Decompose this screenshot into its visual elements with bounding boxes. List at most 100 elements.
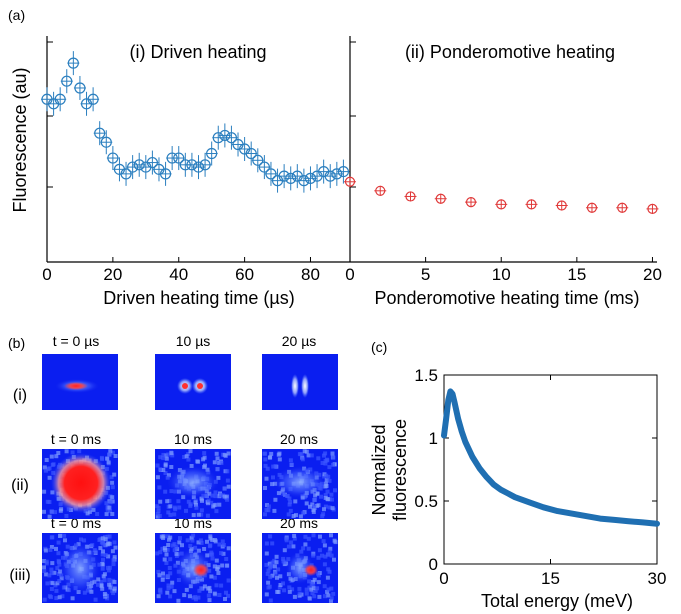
noise-pixel [197, 513, 201, 517]
noise-pixel [287, 585, 291, 589]
driven-data-point [193, 155, 205, 179]
noise-pixel [213, 592, 217, 596]
noise-pixel [268, 455, 272, 459]
noise-pixel [164, 561, 168, 565]
panel-a-label: (a) [8, 7, 25, 23]
noise-pixel [269, 564, 273, 568]
noise-pixel [312, 510, 316, 514]
noise-pixel [108, 586, 112, 590]
driven-data-point [61, 69, 73, 93]
noise-pixel [283, 561, 287, 565]
noise-pixel [165, 553, 169, 557]
noise-pixel [71, 450, 75, 454]
ponderomotive-x-tick-label: 15 [567, 265, 586, 284]
noise-pixel [213, 564, 217, 568]
noise-pixel [328, 570, 332, 574]
noise-pixel [278, 457, 282, 461]
noise-pixel [308, 505, 312, 509]
driven-data-point [304, 166, 316, 190]
noise-pixel [58, 595, 62, 599]
ion-spot [193, 563, 209, 577]
noise-pixel [268, 534, 272, 538]
noise-pixel [322, 539, 326, 543]
noise-pixel [56, 451, 60, 455]
noise-pixel [188, 594, 192, 598]
noise-pixel [318, 548, 322, 552]
noise-pixel [208, 544, 212, 548]
noise-pixel [77, 449, 81, 453]
driven-data-point [337, 160, 349, 184]
driven-data-point [225, 126, 237, 150]
noise-pixel [281, 581, 285, 585]
noise-pixel [217, 593, 221, 597]
noise-pixel [223, 453, 227, 457]
noise-pixel [310, 453, 314, 457]
driven-x-tick-label: 40 [169, 265, 188, 284]
noise-pixel [263, 512, 267, 516]
energy-fluorescence-plot: 00.511.50 15 30 [414, 366, 666, 588]
noise-pixel [289, 540, 293, 544]
noise-pixel [113, 540, 117, 544]
noise-pixel [114, 454, 118, 458]
noise-pixel [217, 503, 221, 507]
y-tick-label: 0 [429, 555, 438, 574]
noise-pixel [264, 464, 268, 468]
noise-pixel [156, 464, 160, 468]
noise-pixel [213, 460, 217, 464]
noise-pixel [45, 581, 49, 585]
ion-cloud [274, 466, 326, 498]
noise-pixel [263, 486, 267, 490]
noise-pixel [312, 505, 316, 509]
noise-pixel [189, 449, 193, 453]
noise-pixel [291, 544, 295, 548]
noise-pixel [318, 535, 322, 539]
noise-pixel [316, 456, 320, 460]
ponderomotive-heating-title: (ii) Ponderomotive heating [405, 42, 615, 62]
noise-pixel [208, 598, 212, 602]
ponderomotive-data-point [525, 199, 537, 209]
noise-pixel [202, 451, 206, 455]
noise-pixel [223, 597, 227, 601]
noise-pixel [58, 534, 62, 538]
noise-pixel [327, 465, 331, 469]
y-tick-label: 0.5 [414, 492, 438, 511]
noise-pixel [331, 463, 335, 467]
noise-pixel [57, 579, 61, 583]
driven-data-point [212, 126, 224, 150]
noise-pixel [172, 512, 176, 516]
noise-pixel [168, 513, 172, 517]
noise-pixel [278, 574, 282, 578]
noise-pixel [325, 458, 329, 462]
noise-pixel [101, 558, 105, 562]
noise-pixel [170, 451, 174, 455]
noise-pixel [323, 543, 327, 547]
ion-spot [64, 382, 88, 390]
noise-pixel [290, 463, 294, 467]
ponderomotive-data-point [465, 197, 477, 207]
noise-pixel [48, 476, 52, 480]
noise-pixel [307, 547, 311, 551]
noise-pixel [101, 567, 105, 571]
panel-c-xlabel: Total energy (meV) [481, 591, 633, 611]
noise-pixel [165, 499, 169, 503]
noise-pixel [62, 534, 66, 538]
x-tick-label: 0 [439, 569, 448, 588]
noise-pixel [292, 534, 296, 538]
noise-pixel [308, 597, 312, 601]
noise-pixel [329, 533, 333, 537]
noise-pixel [263, 457, 267, 461]
noise-pixel [159, 590, 163, 594]
ion-cloud [60, 542, 100, 594]
ion-streak-right [301, 374, 309, 398]
noise-pixel [105, 457, 109, 461]
noise-pixel [219, 584, 223, 588]
noise-pixel [156, 512, 160, 516]
noise-pixel [48, 466, 52, 470]
noise-pixel [167, 586, 171, 590]
driven-data-point [206, 142, 218, 166]
noise-pixel [265, 542, 269, 546]
noise-pixel [331, 456, 335, 460]
noise-pixel [106, 542, 110, 546]
noise-pixel [297, 587, 301, 591]
noise-pixel [157, 594, 161, 598]
